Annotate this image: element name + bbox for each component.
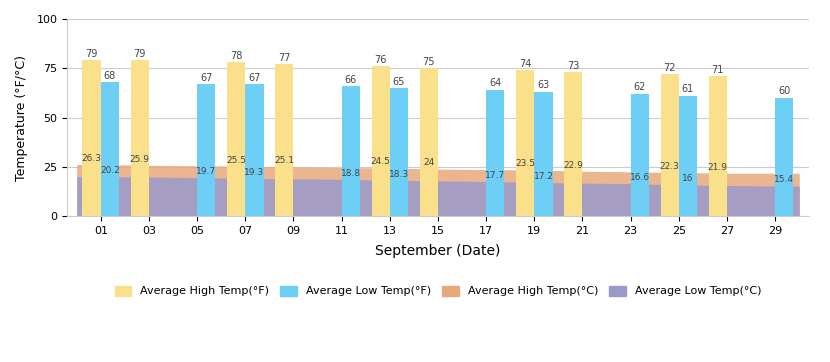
Legend: Average High Temp(°F), Average Low Temp(°F), Average High Temp(°C), Average Low : Average High Temp(°F), Average Low Temp(… <box>110 281 766 301</box>
Text: 67: 67 <box>248 72 261 83</box>
Text: 72: 72 <box>663 63 676 73</box>
Text: 64: 64 <box>489 79 501 88</box>
Text: 22.3: 22.3 <box>660 162 680 171</box>
Bar <box>82 60 100 216</box>
Bar <box>709 76 727 216</box>
Bar <box>276 64 294 216</box>
Text: 25.1: 25.1 <box>274 156 295 165</box>
Text: 62: 62 <box>633 83 646 92</box>
Bar <box>197 84 216 216</box>
Text: 19.7: 19.7 <box>196 167 217 176</box>
Text: 20.2: 20.2 <box>100 166 120 175</box>
Y-axis label: Temperature (°F/°C): Temperature (°F/°C) <box>15 55 28 181</box>
Text: 60: 60 <box>779 87 790 96</box>
Text: 73: 73 <box>567 61 579 71</box>
Text: 74: 74 <box>519 59 531 69</box>
Text: 67: 67 <box>200 72 212 83</box>
Text: 16: 16 <box>682 174 694 183</box>
Text: 63: 63 <box>537 80 549 90</box>
Text: 16.6: 16.6 <box>630 173 650 182</box>
Text: 18.8: 18.8 <box>341 169 361 178</box>
Bar <box>420 68 438 216</box>
Bar <box>516 70 535 216</box>
Text: 23.5: 23.5 <box>515 159 535 168</box>
Text: 71: 71 <box>711 65 724 75</box>
Bar <box>564 72 583 216</box>
Text: 79: 79 <box>134 49 146 59</box>
Bar <box>246 84 264 216</box>
X-axis label: September (Date): September (Date) <box>375 244 500 258</box>
Text: 79: 79 <box>85 49 98 59</box>
Text: 22.9: 22.9 <box>564 161 583 170</box>
Text: 68: 68 <box>104 71 116 81</box>
Bar <box>775 98 793 216</box>
Bar <box>631 94 649 216</box>
Text: 26.3: 26.3 <box>81 154 101 163</box>
Text: 17.7: 17.7 <box>486 171 505 180</box>
Text: 15.4: 15.4 <box>774 176 794 185</box>
Text: 21.9: 21.9 <box>708 163 728 172</box>
Text: 18.3: 18.3 <box>389 170 409 179</box>
Text: 78: 78 <box>230 51 242 61</box>
Bar <box>342 86 360 216</box>
Text: 25.5: 25.5 <box>226 156 247 164</box>
Text: 24.5: 24.5 <box>371 157 391 167</box>
Bar <box>661 74 679 216</box>
Bar <box>100 82 119 216</box>
Text: 66: 66 <box>344 75 357 85</box>
Text: 61: 61 <box>682 84 694 94</box>
Bar <box>372 66 390 216</box>
Bar <box>390 88 408 216</box>
Bar <box>227 62 246 216</box>
Text: 75: 75 <box>422 57 435 67</box>
Text: 65: 65 <box>393 76 405 87</box>
Bar <box>535 92 553 216</box>
Bar <box>679 96 697 216</box>
Bar <box>130 60 149 216</box>
Text: 25.9: 25.9 <box>129 155 149 164</box>
Text: 77: 77 <box>278 53 290 63</box>
Text: 24: 24 <box>423 159 434 168</box>
Text: 19.3: 19.3 <box>244 168 265 177</box>
Text: 17.2: 17.2 <box>534 172 554 181</box>
Text: 76: 76 <box>374 55 387 65</box>
Bar <box>486 90 505 216</box>
